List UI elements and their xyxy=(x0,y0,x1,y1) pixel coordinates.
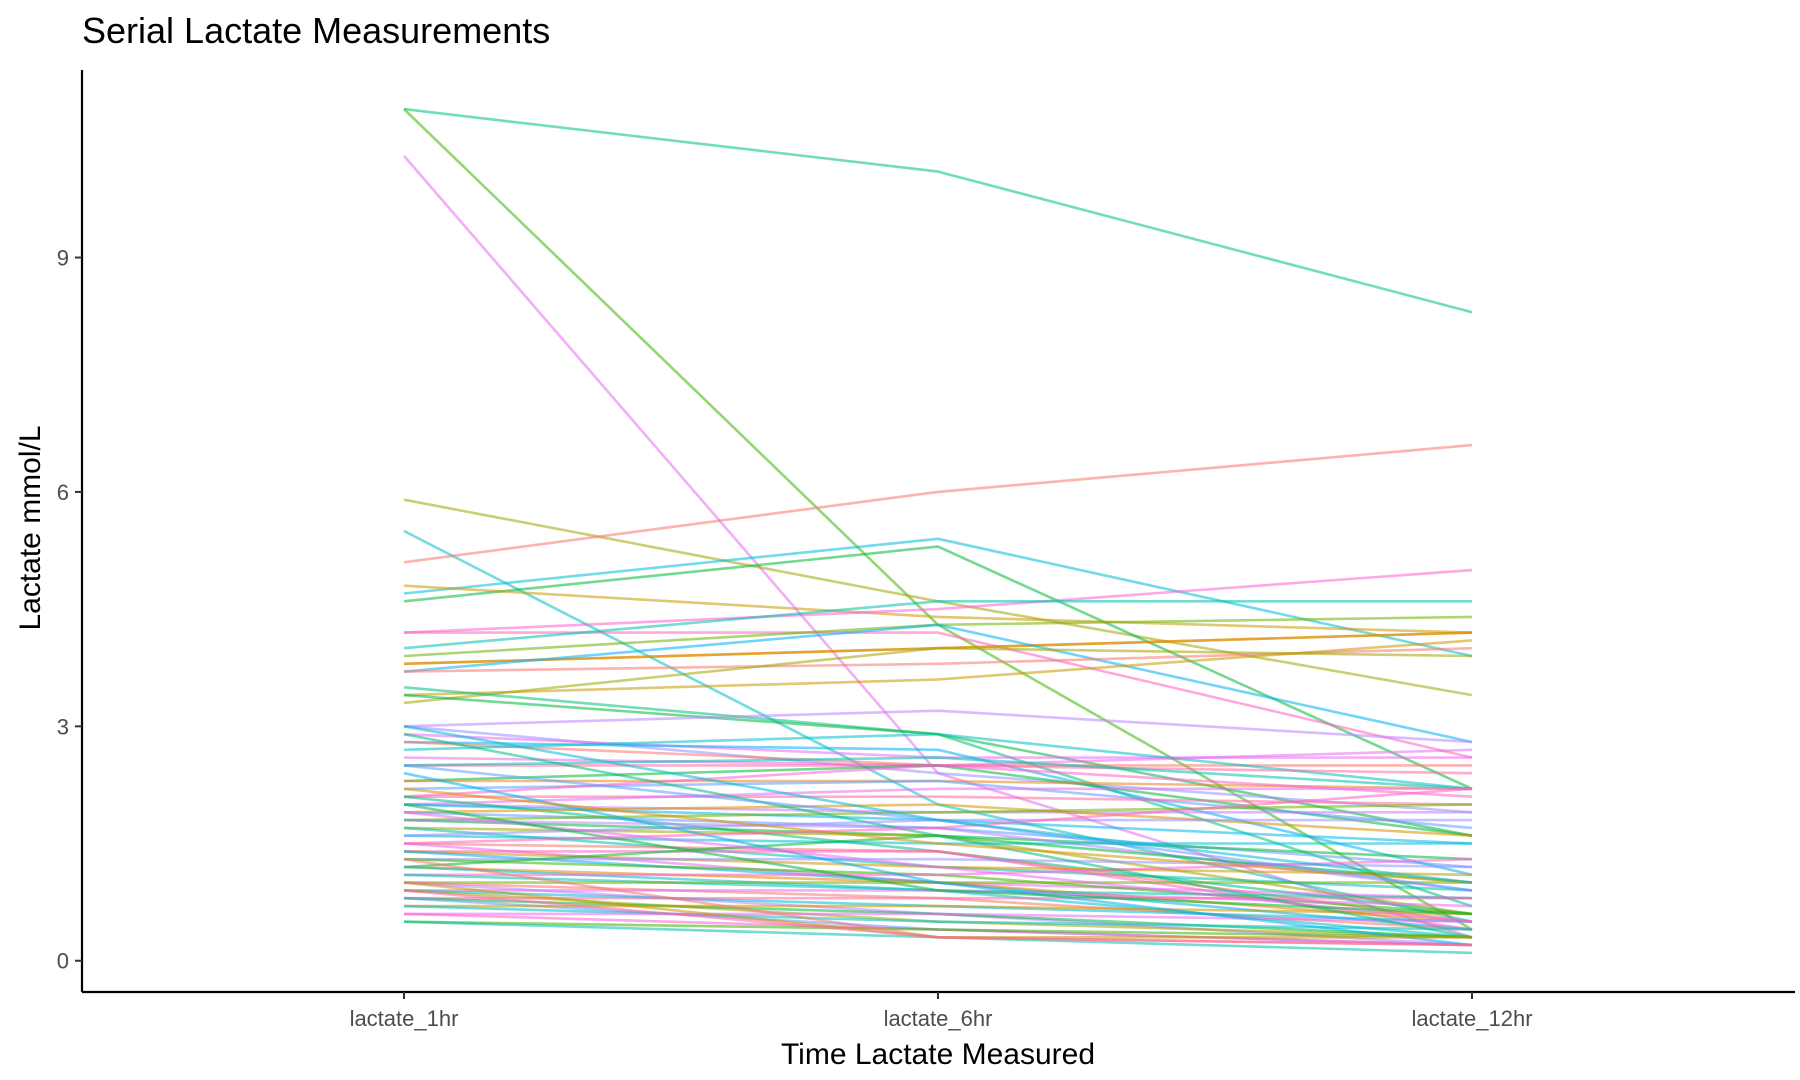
series-line-86 xyxy=(403,889,1473,947)
series-line-4 xyxy=(403,498,1473,697)
series-line-36 xyxy=(403,787,1472,806)
series-line-58 xyxy=(404,857,1473,877)
series-line-78 xyxy=(403,787,1473,884)
y-tick-label: 6 xyxy=(57,480,69,505)
series-layer xyxy=(403,107,1473,955)
y-tick-label: 9 xyxy=(57,246,69,271)
x-tick-label: lactate_6hr xyxy=(884,1006,993,1031)
x-axis-title: Time Lactate Measured xyxy=(781,1038,1095,1071)
series-line-30 xyxy=(403,756,1473,791)
series-line-73 xyxy=(403,920,1473,939)
series-line-7 xyxy=(403,537,1473,658)
series-line-19 xyxy=(403,646,1473,705)
y-axis-title: Lactate mmol/L xyxy=(14,425,47,630)
series-line-70 xyxy=(403,904,1473,931)
y-tick-label: 3 xyxy=(57,714,69,739)
series-line-82 xyxy=(403,787,1473,845)
series-line-84 xyxy=(403,725,1473,884)
chart-title: Serial Lactate Measurements xyxy=(82,10,550,51)
x-tick-label: lactate_12hr xyxy=(1411,1006,1532,1031)
y-axis: 0 3 6 9 xyxy=(57,70,84,992)
series-line-16 xyxy=(403,623,1473,744)
series-line-6 xyxy=(403,443,1473,564)
series-line-34 xyxy=(403,764,1473,798)
series-line-22 xyxy=(403,709,1473,744)
series-line-71 xyxy=(404,912,1473,923)
series-line-1 xyxy=(403,107,1473,314)
y-tick-label: 0 xyxy=(57,949,69,974)
series-line-10 xyxy=(403,568,1473,634)
x-axis: lactate_1hr lactate_6hr lactate_12hr xyxy=(82,990,1795,1031)
series-line-12 xyxy=(403,599,1472,650)
series-line-79 xyxy=(403,811,1473,923)
series-line-9 xyxy=(403,584,1473,634)
series-line-8 xyxy=(403,545,1473,790)
series-line-42 xyxy=(403,803,1473,822)
x-tick-label: lactate_1hr xyxy=(350,1006,459,1031)
series-line-81 xyxy=(403,803,1473,916)
series-line-75 xyxy=(403,771,1473,947)
